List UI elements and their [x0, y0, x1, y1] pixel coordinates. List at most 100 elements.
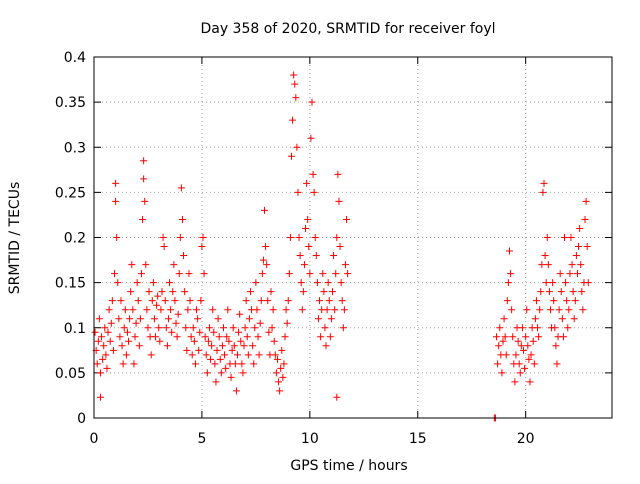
data-point: [508, 306, 516, 314]
data-point: [563, 297, 571, 305]
data-point: [164, 315, 172, 323]
data-point: [275, 378, 283, 386]
data-point: [126, 315, 134, 323]
data-point: [302, 224, 310, 232]
data-point: [213, 346, 221, 354]
data-point: [561, 234, 569, 241]
y-tick-label: 0.25: [55, 185, 86, 201]
data-point: [550, 297, 558, 305]
data-point: [199, 234, 207, 241]
data-point: [500, 315, 508, 323]
data-point: [286, 234, 294, 241]
data-point: [190, 337, 198, 345]
data-point: [172, 319, 180, 327]
data-point: [132, 319, 140, 327]
data-point: [171, 297, 179, 305]
data-point: [523, 306, 531, 314]
data-point: [575, 243, 583, 251]
data-point: [231, 360, 239, 368]
data-point: [256, 319, 264, 327]
y-tick-label: 0.4: [64, 50, 86, 66]
data-point: [584, 279, 592, 287]
data-point: [577, 261, 585, 269]
data-point: [328, 288, 336, 296]
data-point: [330, 252, 338, 260]
data-point: [93, 360, 101, 368]
data-point: [178, 215, 186, 223]
data-point: [285, 270, 293, 278]
data-point: [106, 337, 114, 345]
data-point: [230, 342, 238, 350]
data-point: [122, 351, 130, 359]
data-point: [237, 337, 245, 345]
data-point: [189, 324, 197, 332]
data-point: [96, 369, 104, 377]
data-point: [129, 306, 137, 314]
data-point: [140, 175, 148, 183]
data-point: [215, 333, 223, 341]
data-point: [101, 324, 109, 332]
data-point: [557, 288, 565, 296]
data-point: [553, 360, 561, 368]
data-point: [284, 297, 292, 305]
data-point: [184, 306, 192, 314]
data-point: [320, 288, 328, 296]
y-tick-label: 0.15: [55, 276, 86, 292]
data-point: [499, 337, 507, 345]
data-point: [98, 333, 106, 341]
data-point: [261, 206, 269, 214]
data-point: [562, 279, 570, 287]
data-point: [314, 315, 322, 323]
data-point: [338, 297, 346, 305]
data-point: [316, 297, 324, 305]
data-point: [105, 306, 113, 314]
data-point: [245, 315, 253, 323]
data-point: [191, 360, 199, 368]
x-tick-label: 10: [301, 431, 319, 447]
data-point: [340, 306, 348, 314]
x-axis-label: GPS time / hours: [290, 458, 407, 474]
x-tick-label: 0: [90, 431, 99, 447]
data-point: [307, 134, 315, 142]
data-point: [222, 364, 230, 372]
data-point: [326, 333, 334, 341]
data-point: [238, 360, 246, 368]
data-point: [197, 297, 205, 305]
data-point: [115, 315, 123, 323]
data-point: [136, 315, 144, 323]
data-point: [216, 355, 224, 363]
data-point: [517, 342, 525, 350]
data-point: [253, 306, 261, 314]
data-point: [127, 288, 135, 296]
data-point: [187, 333, 195, 341]
data-point: [583, 243, 591, 251]
data-point: [569, 288, 577, 296]
data-point: [334, 170, 342, 178]
plot-frame: [93, 56, 613, 419]
data-point: [556, 270, 564, 278]
data-point: [240, 342, 248, 350]
data-point: [125, 337, 133, 345]
data-point: [308, 98, 316, 106]
data-point: [332, 270, 340, 278]
data-point: [522, 333, 530, 341]
data-point: [292, 94, 300, 102]
data-point: [194, 315, 202, 323]
data-point: [558, 315, 566, 323]
data-point: [167, 306, 175, 314]
data-point: [530, 360, 538, 368]
data-point: [502, 351, 510, 359]
data-point: [141, 197, 149, 205]
data-point: [552, 342, 560, 350]
y-tick-label: 0.35: [55, 95, 86, 111]
data-point: [104, 328, 112, 336]
data-point: [277, 364, 285, 372]
data-point: [152, 333, 160, 341]
data-point: [534, 324, 542, 332]
data-point: [116, 333, 124, 341]
data-point: [205, 324, 213, 332]
data-point: [227, 373, 235, 381]
data-point: [103, 364, 111, 372]
data-point: [538, 261, 546, 269]
